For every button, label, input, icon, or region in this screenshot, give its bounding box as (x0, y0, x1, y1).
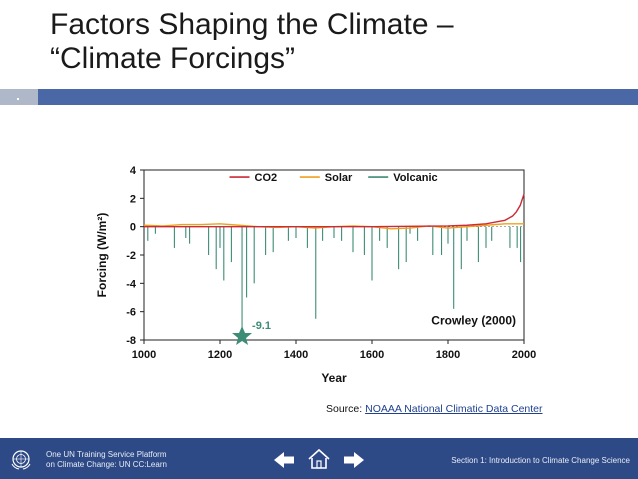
footer-bar (0, 438, 638, 479)
source-citation: Source: NOAAA National Climatic Data Cen… (326, 403, 543, 415)
annotation-min-value: -9.1 (252, 320, 271, 332)
x-tick-label: 1400 (284, 349, 308, 361)
x-tick-label: 1800 (436, 349, 460, 361)
y-tick-label: -4 (126, 278, 137, 290)
y-tick-label: 2 (130, 193, 136, 205)
y-tick-label: 0 (130, 222, 136, 234)
annotation-credit: Crowley (2000) (431, 313, 516, 327)
source-link[interactable]: NOAAA National Climatic Data Center (365, 403, 543, 415)
legend-label-co2: CO2 (255, 172, 278, 184)
y-tick-label: 4 (130, 165, 137, 177)
home-icon[interactable] (306, 447, 332, 471)
y-tick-label: -2 (126, 250, 136, 262)
x-tick-label: 1200 (208, 349, 232, 361)
x-axis-label: Year (321, 371, 347, 385)
title-rule-dot (17, 98, 19, 100)
footer-org-line2: on Climate Change: UN CC:Learn (46, 460, 167, 469)
plot-frame (143, 169, 525, 341)
slide-title-line2: “Climate Forcings” (50, 42, 296, 75)
footer-section-label: Section 1: Introduction to Climate Chang… (451, 456, 630, 465)
back-arrow-icon[interactable] (272, 450, 296, 470)
x-tick-label: 1000 (132, 349, 156, 361)
footer-org: One UN Training Service Platform on Clim… (46, 450, 167, 470)
y-axis-label: Forcing (W/m²) (95, 213, 109, 298)
footer-org-line1: One UN Training Service Platform (46, 450, 167, 459)
legend-label-volcanic: Volcanic (393, 172, 437, 184)
legend-label-solar: Solar (325, 172, 353, 184)
y-tick-label: -8 (126, 335, 136, 347)
co2-series-line (144, 193, 525, 228)
x-tick-label: 1600 (360, 349, 384, 361)
title-rule-left (0, 89, 38, 105)
y-tick-label: -6 (126, 307, 136, 319)
x-tick-label: 2000 (512, 349, 536, 361)
slide-title: Factors Shaping the Climate – “Climate F… (50, 8, 454, 76)
slide-title-line1: Factors Shaping the Climate – (50, 8, 454, 41)
volcanic-minimum-marker (232, 326, 253, 345)
forward-arrow-icon[interactable] (342, 450, 366, 470)
un-emblem-icon (11, 450, 31, 470)
forcing-chart: 4 2 0 -2 -4 -6 -8 1000 1200 1400 1600 1800 2000 Year F… (95, 165, 536, 385)
title-rule-right (38, 89, 638, 105)
source-prefix: Source: (326, 403, 366, 415)
